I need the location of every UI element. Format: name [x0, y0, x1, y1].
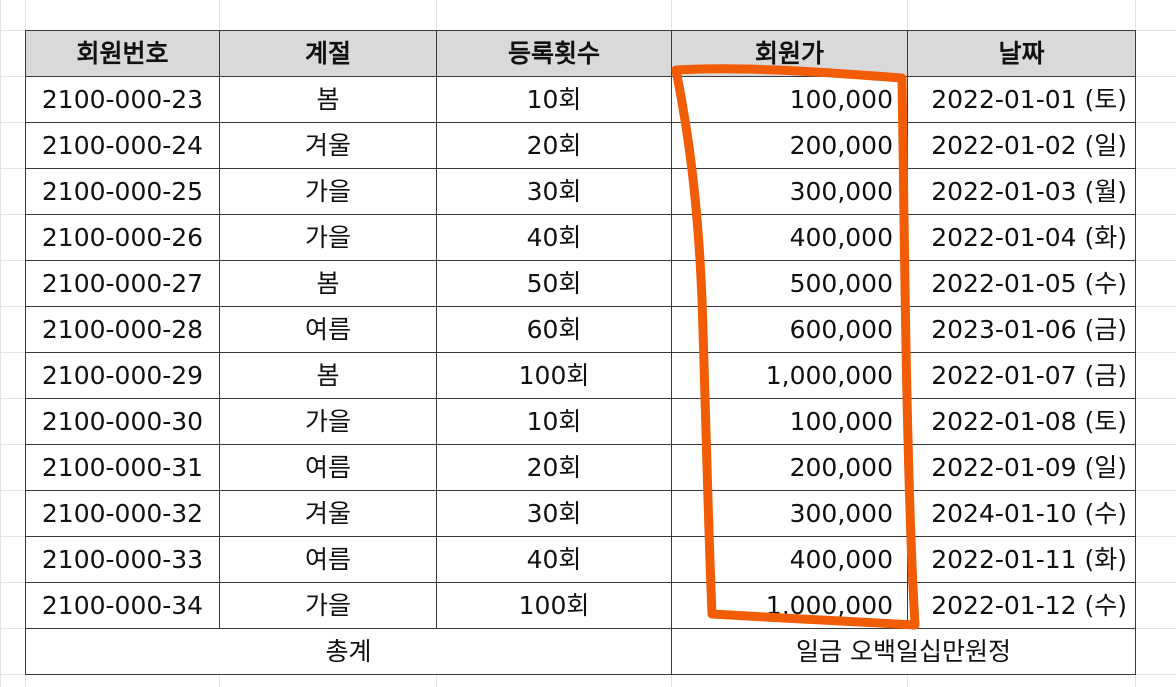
registration-count-cell[interactable]: 40회	[436, 536, 672, 583]
member-price-cell[interactable]: 400,000	[671, 536, 908, 583]
header-member-price[interactable]: 회원가	[671, 30, 908, 77]
header-member-id[interactable]: 회원번호	[25, 30, 220, 77]
date-cell[interactable]: 2022-01-05 (수)	[907, 260, 1136, 307]
table-row: 2100-000-23 봄 10회 100,000 2022-01-01 (토)	[25, 76, 1136, 123]
header-row: 회원번호 계절 등록횟수 회원가 날짜	[25, 30, 1136, 77]
date-cell[interactable]: 2022-01-03 (월)	[907, 168, 1136, 215]
date-cell[interactable]: 2022-01-11 (화)	[907, 536, 1136, 583]
registration-count-cell[interactable]: 50회	[436, 260, 672, 307]
season-cell[interactable]: 봄	[219, 76, 437, 123]
member-id-cell[interactable]: 2100-000-27	[25, 260, 220, 307]
member-id-cell[interactable]: 2100-000-24	[25, 122, 220, 169]
season-cell[interactable]: 여름	[219, 444, 437, 491]
member-id-cell[interactable]: 2100-000-28	[25, 306, 220, 353]
member-price-cell[interactable]: 500,000	[671, 260, 908, 307]
table-row: 2100-000-33 여름 40회 400,000 2022-01-11 (화)	[25, 536, 1136, 583]
registration-count-cell[interactable]: 30회	[436, 490, 672, 537]
season-cell[interactable]: 여름	[219, 536, 437, 583]
registration-count-cell[interactable]: 20회	[436, 444, 672, 491]
member-price-cell[interactable]: 100,000	[671, 76, 908, 123]
date-cell[interactable]: 2022-01-12 (수)	[907, 582, 1136, 629]
registration-count-cell[interactable]: 30회	[436, 168, 672, 215]
date-cell[interactable]: 2022-01-09 (일)	[907, 444, 1136, 491]
table-row: 2100-000-29 봄 100회 1,000,000 2022-01-07 (금)	[25, 352, 1136, 399]
date-cell[interactable]: 2023-01-06 (금)	[907, 306, 1136, 353]
table-row: 2100-000-34 가을 100회 1,000,000 2022-01-12 (수)	[25, 582, 1136, 629]
season-cell[interactable]: 겨울	[219, 490, 437, 537]
header-season[interactable]: 계절	[219, 30, 437, 77]
member-price-cell[interactable]: 200,000	[671, 444, 908, 491]
season-cell[interactable]: 가을	[219, 214, 437, 261]
header-date[interactable]: 날짜	[907, 30, 1136, 77]
member-id-cell[interactable]: 2100-000-26	[25, 214, 220, 261]
member-id-cell[interactable]: 2100-000-34	[25, 582, 220, 629]
table-row: 2100-000-27 봄 50회 500,000 2022-01-05 (수)	[25, 260, 1136, 307]
member-price-cell[interactable]: 300,000	[671, 168, 908, 215]
season-cell[interactable]: 가을	[219, 582, 437, 629]
member-id-cell[interactable]: 2100-000-30	[25, 398, 220, 445]
registration-count-cell[interactable]: 60회	[436, 306, 672, 353]
member-price-cell[interactable]: 600,000	[671, 306, 908, 353]
member-price-cell[interactable]: 400,000	[671, 214, 908, 261]
total-value-cell[interactable]: 일금 오백일십만원정	[671, 628, 1136, 675]
date-cell[interactable]: 2022-01-08 (토)	[907, 398, 1136, 445]
season-cell[interactable]: 봄	[219, 352, 437, 399]
registration-count-cell[interactable]: 20회	[436, 122, 672, 169]
member-id-cell[interactable]: 2100-000-25	[25, 168, 220, 215]
table-row: 2100-000-32 겨울 30회 300,000 2024-01-10 (수)	[25, 490, 1136, 537]
header-registration-count[interactable]: 등록횟수	[436, 30, 672, 77]
season-cell[interactable]: 봄	[219, 260, 437, 307]
table-row: 2100-000-26 가을 40회 400,000 2022-01-04 (화)	[25, 214, 1136, 261]
registration-count-cell[interactable]: 100회	[436, 352, 672, 399]
member-price-cell[interactable]: 100,000	[671, 398, 908, 445]
registration-count-cell[interactable]: 10회	[436, 76, 672, 123]
date-cell[interactable]: 2024-01-10 (수)	[907, 490, 1136, 537]
table-row: 2100-000-28 여름 60회 600,000 2023-01-06 (금)	[25, 306, 1136, 353]
date-cell[interactable]: 2022-01-02 (일)	[907, 122, 1136, 169]
total-row: 총계 일금 오백일십만원정	[25, 628, 1136, 675]
total-label-cell[interactable]: 총계	[25, 628, 672, 675]
registration-count-cell[interactable]: 10회	[436, 398, 672, 445]
registration-count-cell[interactable]: 100회	[436, 582, 672, 629]
member-id-cell[interactable]: 2100-000-31	[25, 444, 220, 491]
member-price-cell[interactable]: 200,000	[671, 122, 908, 169]
registration-count-cell[interactable]: 40회	[436, 214, 672, 261]
member-id-cell[interactable]: 2100-000-32	[25, 490, 220, 537]
member-id-cell[interactable]: 2100-000-33	[25, 536, 220, 583]
member-price-cell[interactable]: 1,000,000	[671, 352, 908, 399]
member-id-cell[interactable]: 2100-000-29	[25, 352, 220, 399]
season-cell[interactable]: 겨울	[219, 122, 437, 169]
date-cell[interactable]: 2022-01-04 (화)	[907, 214, 1136, 261]
table-row: 2100-000-25 가을 30회 300,000 2022-01-03 (월)	[25, 168, 1136, 215]
season-cell[interactable]: 가을	[219, 168, 437, 215]
date-cell[interactable]: 2022-01-07 (금)	[907, 352, 1136, 399]
season-cell[interactable]: 여름	[219, 306, 437, 353]
season-cell[interactable]: 가을	[219, 398, 437, 445]
member-price-cell[interactable]: 300,000	[671, 490, 908, 537]
member-id-cell[interactable]: 2100-000-23	[25, 76, 220, 123]
table-row: 2100-000-31 여름 20회 200,000 2022-01-09 (일)	[25, 444, 1136, 491]
member-price-cell[interactable]: 1,000,000	[671, 582, 908, 629]
date-cell[interactable]: 2022-01-01 (토)	[907, 76, 1136, 123]
member-table: 회원번호 계절 등록횟수 회원가 날짜 2100-000-23 봄 10회 100,0…	[25, 30, 1136, 675]
table-row: 2100-000-24 겨울 20회 200,000 2022-01-02 (일)	[25, 122, 1136, 169]
table-row: 2100-000-30 가을 10회 100,000 2022-01-08 (토)	[25, 398, 1136, 445]
